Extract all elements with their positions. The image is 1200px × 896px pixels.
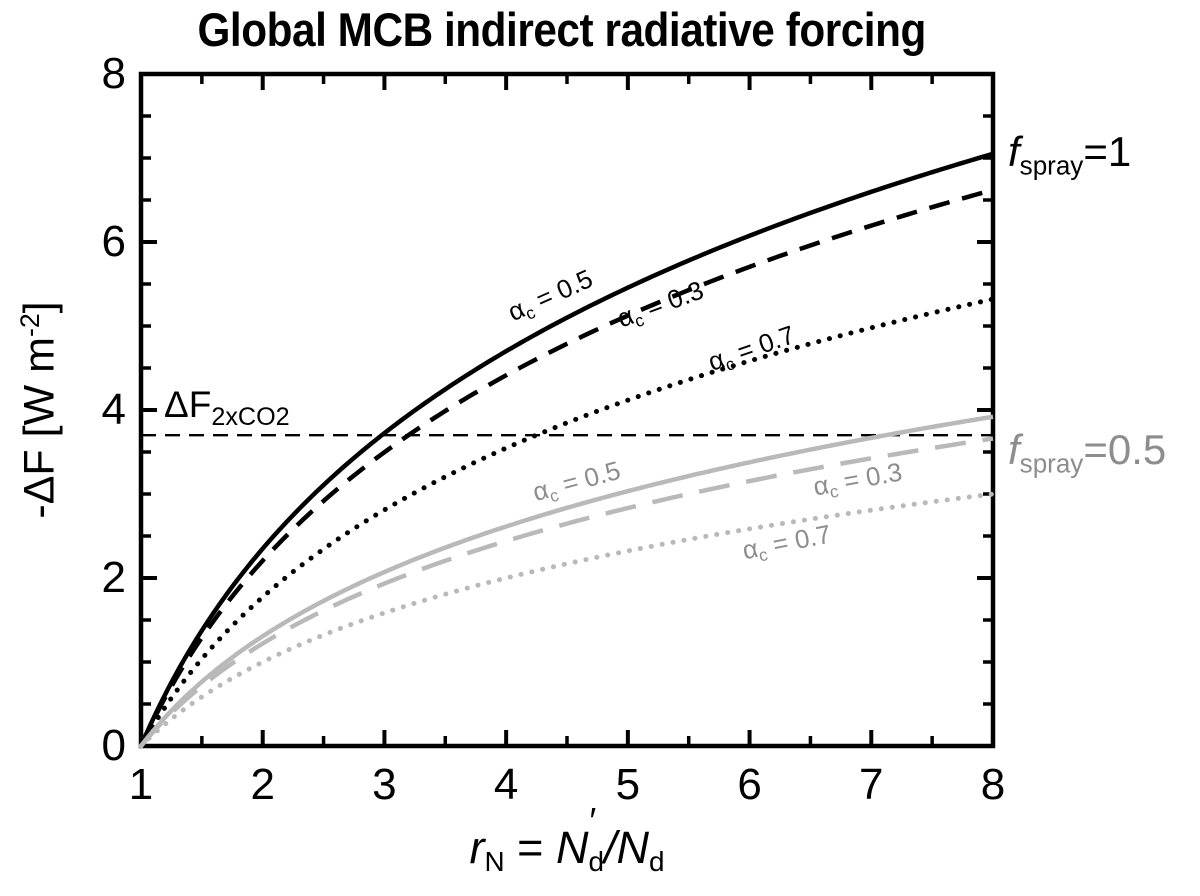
x-tick-label-6: 6	[737, 760, 762, 809]
curve-f-spray-0-5-alpha-c-0-3	[139, 436, 994, 748]
fspray-05-label: fspray=0.5	[1008, 426, 1167, 479]
y-tick-label-2: 2	[101, 553, 126, 602]
x-tick-label-3: 3	[372, 760, 397, 809]
x-axis-title: rN = Nd ′/Nd	[469, 799, 665, 877]
curve-f-spray-1-alpha-c-0-7	[138, 296, 996, 749]
curve-f-spray-0-5-alpha-c-0-5	[139, 414, 994, 748]
x-tick-label-5: 5	[615, 760, 641, 809]
x-tick-label-8: 8	[980, 760, 1006, 809]
fspray-1-label: fspray=1	[1008, 128, 1132, 181]
x-tick-label-4: 4	[493, 760, 519, 809]
y-tick-label-8: 8	[101, 49, 126, 98]
curve-f-spray-0-5-alpha-c-0-7	[138, 491, 996, 749]
curve-f-spray-1-alpha-c-0-3	[138, 187, 994, 747]
prime-mark: ′	[589, 799, 597, 841]
curve-f-spray-1-alpha-c-0-5	[138, 151, 994, 747]
y-axis-title-exponent: -2	[15, 313, 45, 338]
y-tick-label-0: 0	[101, 721, 126, 770]
x-tick-label-2: 2	[250, 760, 275, 809]
x-tick-label-7: 7	[859, 760, 884, 809]
y-tick-label-4: 4	[101, 385, 126, 434]
chart-title: Global MCB indirect radiative forcing	[197, 3, 927, 56]
reference-line-label: ΔF2xCO2	[164, 384, 290, 432]
y-tick-label-6: 6	[101, 217, 126, 266]
x-tick-label-1: 1	[128, 760, 154, 809]
